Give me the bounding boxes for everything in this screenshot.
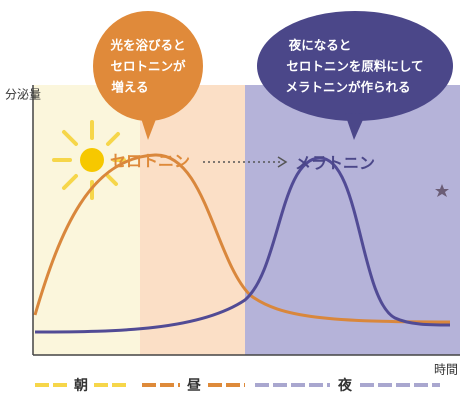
serotonin-label: セロトニン — [110, 152, 190, 171]
y-axis-label: 分泌量 — [5, 88, 41, 102]
bubble-text: セロトニンを原料にして — [286, 59, 423, 74]
serotonin-curve — [33, 153, 451, 324]
bubble-text: 光を浴びると — [109, 38, 185, 53]
bubble-text: メラトニンが作られる — [285, 80, 410, 95]
bubble-night: 夜になると セロトニンを原料にして メラトニンが作られる — [257, 11, 453, 140]
bubble-day: 光を浴びると セロトニンが 増える — [93, 11, 203, 140]
melatonin-label: メラトニン — [295, 154, 375, 173]
bubble-text: 夜になると — [288, 38, 352, 53]
noon-zone — [140, 85, 245, 355]
arrow-head — [277, 156, 288, 168]
legend-label: 昼 — [187, 378, 201, 394]
legend-label: 夜 — [337, 377, 353, 394]
star — [435, 184, 449, 197]
morning-zone — [33, 85, 140, 355]
melatonin-curve — [34, 156, 451, 334]
bubble-text: 増える — [111, 80, 148, 95]
x-axis-label: 時間 — [434, 363, 458, 377]
bubble-text: セロトニンが — [110, 59, 186, 74]
legend-label: 朝 — [74, 377, 88, 394]
